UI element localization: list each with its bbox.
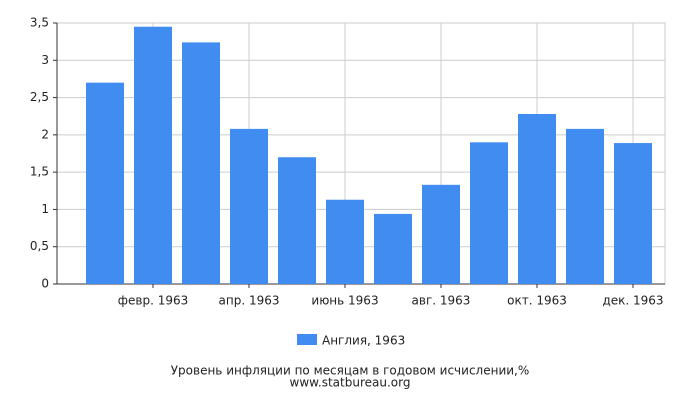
x-tick-label: февр. 1963 [118,294,189,308]
source: www.statbureau.org [290,376,411,390]
chart-title: Уровень инфляции по месяцам в годовом ис… [171,364,530,378]
x-tick-label: авг. 1963 [412,294,471,308]
bar [374,213,412,284]
y-tick-label: 0 [41,277,49,291]
bar [614,143,652,284]
y-tick-label: 2,5 [30,90,49,104]
y-tick-label: 3 [41,53,49,67]
x-tick-label: окт. 1963 [507,294,567,308]
y-tick-label: 1 [41,202,49,216]
y-tick-label: 1,5 [30,165,49,179]
bar [134,26,172,284]
bar [326,199,364,284]
legend-swatch [297,334,317,345]
x-tick-label: апр. 1963 [219,294,280,308]
bar [470,142,508,284]
bar [422,184,460,284]
legend-label: Англия, 1963 [322,334,405,348]
bar [566,128,604,284]
bar [278,157,316,284]
y-tick-label: 0,5 [30,239,49,253]
bar [86,82,124,285]
bar [230,128,268,284]
x-tick-label: июнь 1963 [311,294,378,308]
bar [182,42,220,284]
x-tick-label: дек. 1963 [602,294,663,308]
y-tick-label: 3,5 [30,16,49,30]
y-tick-label: 2 [41,127,49,141]
bar [518,113,556,284]
